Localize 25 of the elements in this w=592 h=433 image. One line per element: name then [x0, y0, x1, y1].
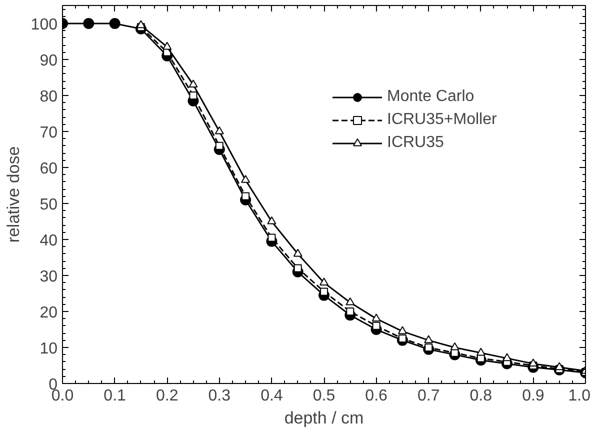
y-tick-label: 10: [40, 340, 58, 358]
x-tick-label: 0.5: [312, 388, 336, 404]
x-tick-label: 0.1: [104, 388, 126, 404]
y-tick-label: 70: [40, 124, 58, 142]
x-tick-label: 0.6: [365, 388, 388, 404]
x-tick-label: 0.7: [417, 388, 440, 404]
y-tick-label: 40: [40, 232, 58, 250]
y-tick-label: 100: [30, 16, 58, 34]
y-axis-title: relative dose: [4, 146, 23, 243]
x-tick-label: 1.0: [568, 388, 591, 404]
legend-label: Monte Carlo: [387, 88, 474, 106]
legend-label: ICRU35: [387, 134, 444, 152]
x-tick-label: 0.2: [156, 388, 178, 404]
y-tick-label: 90: [40, 52, 58, 70]
x-tick-label: 0.3: [208, 388, 231, 404]
x-tick-label: 0.9: [522, 388, 544, 404]
y-tick-label: 50: [40, 196, 58, 214]
y-tick-label: 60: [40, 160, 58, 178]
y-tick-label: 80: [40, 88, 58, 106]
legend-label: ICRU35+Moller: [387, 111, 497, 129]
y-tick-label: 30: [40, 268, 58, 286]
x-axis-title: depth / cm: [284, 408, 364, 428]
y-tick-label: 20: [40, 304, 58, 322]
x-tick-label: 0.8: [470, 388, 492, 404]
x-tick-label: 0.4: [260, 388, 283, 404]
